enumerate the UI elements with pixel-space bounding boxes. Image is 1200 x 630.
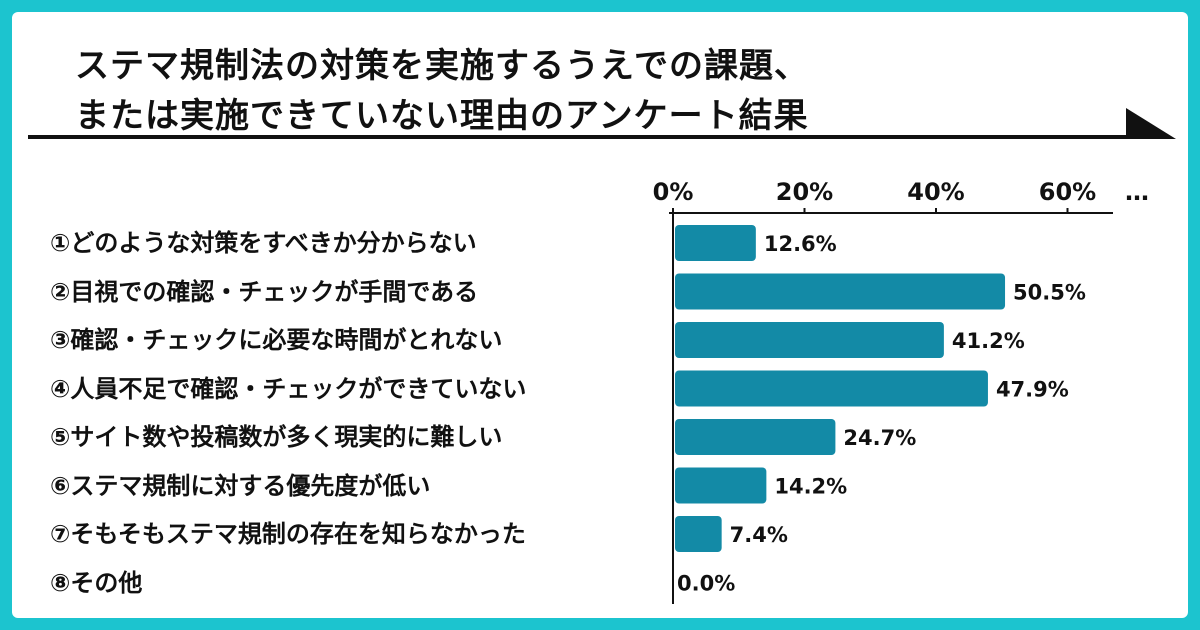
bar <box>675 467 767 504</box>
data-label: 41.2% <box>952 329 1025 353</box>
bar <box>675 322 944 358</box>
category-label: ①どのような対策をすべきか分からない <box>50 229 477 257</box>
x-tick-label: 60% <box>1039 178 1096 206</box>
bar <box>675 370 988 407</box>
data-label: 12.6% <box>764 232 837 256</box>
chart-title-line-1: ステマ規制法の対策を実施するうえでの課題、 <box>75 46 809 86</box>
data-label: 14.2% <box>774 475 847 499</box>
bar <box>675 273 1006 310</box>
x-tick-label: 40% <box>907 178 964 206</box>
category-label: ⑤サイト数や投稿数が多く現実的に難しい <box>50 423 503 451</box>
chart-panel <box>12 12 1188 618</box>
axis-continuation-label: … <box>1125 178 1149 206</box>
bar <box>675 225 756 261</box>
data-label: 7.4% <box>730 523 788 547</box>
category-label: ③確認・チェックに必要な時間がとれない <box>50 326 503 354</box>
data-label: 24.7% <box>843 426 916 450</box>
title-underline <box>28 135 1138 139</box>
chart-title-line-2: または実施できていない理由のアンケート結果 <box>75 96 809 136</box>
category-label: ⑥ステマ規制に対する優先度が低い <box>50 471 431 500</box>
bar <box>675 516 722 552</box>
category-label: ②目視での確認・チェックが手間である <box>50 277 479 306</box>
bar <box>675 419 836 455</box>
data-label: 0.0% <box>677 572 735 596</box>
title-arrow-icon <box>1126 108 1176 139</box>
category-label: ⑧その他 <box>50 568 143 597</box>
data-label: 47.9% <box>996 378 1069 402</box>
x-tick-label: 20% <box>776 178 833 206</box>
category-label: ⑦そもそもステマ規制の存在を知らなかった <box>50 520 526 548</box>
data-label: 50.5% <box>1013 281 1086 305</box>
x-tick-label: 0% <box>653 178 694 206</box>
category-label: ④人員不足で確認・チェックができていない <box>50 374 527 403</box>
